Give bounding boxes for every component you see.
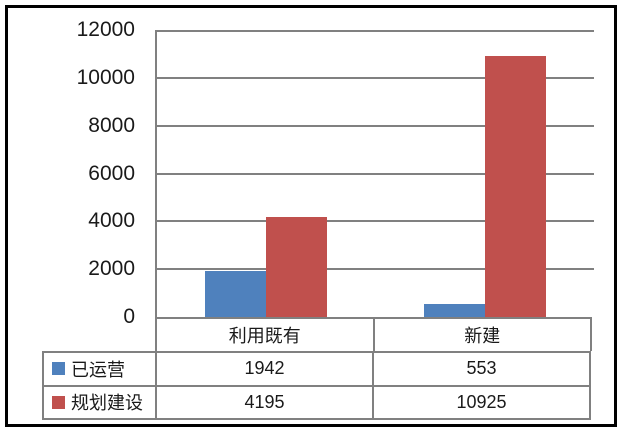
bar-series1-cat0	[266, 217, 327, 317]
y-tick-label: 6000	[88, 161, 135, 185]
table-value-cell: 4195	[155, 386, 372, 418]
gridline	[157, 268, 594, 271]
y-tick-label: 10000	[76, 65, 135, 89]
category-label: 新建	[372, 319, 591, 351]
bar-series0-cat1	[424, 304, 485, 317]
data-table: 已运营 1942 553 规划建设 4195 10925	[42, 351, 591, 420]
legend-swatch-icon	[52, 362, 65, 376]
legend-series-name: 规划建设	[71, 393, 143, 414]
plot-area	[155, 30, 594, 317]
gridline	[157, 30, 594, 32]
y-tick-label: 0	[123, 305, 135, 328]
table-row: 规划建设 4195 10925	[44, 384, 589, 419]
table-row: 已运营 1942 553	[44, 353, 589, 385]
y-tick-label: 4000	[88, 209, 135, 233]
bar-series1-cat1	[485, 56, 546, 317]
legend-swatch-icon	[52, 395, 65, 409]
legend-cell: 已运营	[44, 353, 155, 385]
legend-cell: 规划建设	[44, 387, 155, 419]
x-axis-category-row: 利用既有 新建	[155, 317, 592, 351]
category-label: 利用既有	[228, 326, 301, 346]
table-value-cell: 10925	[372, 386, 589, 418]
table-value-cell: 553	[372, 353, 589, 385]
gridline	[157, 172, 594, 175]
legend-series-name: 已运营	[71, 359, 125, 380]
gridline	[157, 124, 594, 127]
bar-series0-cat0	[205, 271, 266, 317]
table-value-cell: 1942	[155, 353, 372, 385]
gridline	[157, 76, 594, 79]
y-tick-label: 2000	[88, 257, 135, 281]
gridline	[157, 220, 594, 223]
y-tick-label: 8000	[88, 113, 135, 137]
y-tick-label: 12000	[76, 18, 135, 41]
